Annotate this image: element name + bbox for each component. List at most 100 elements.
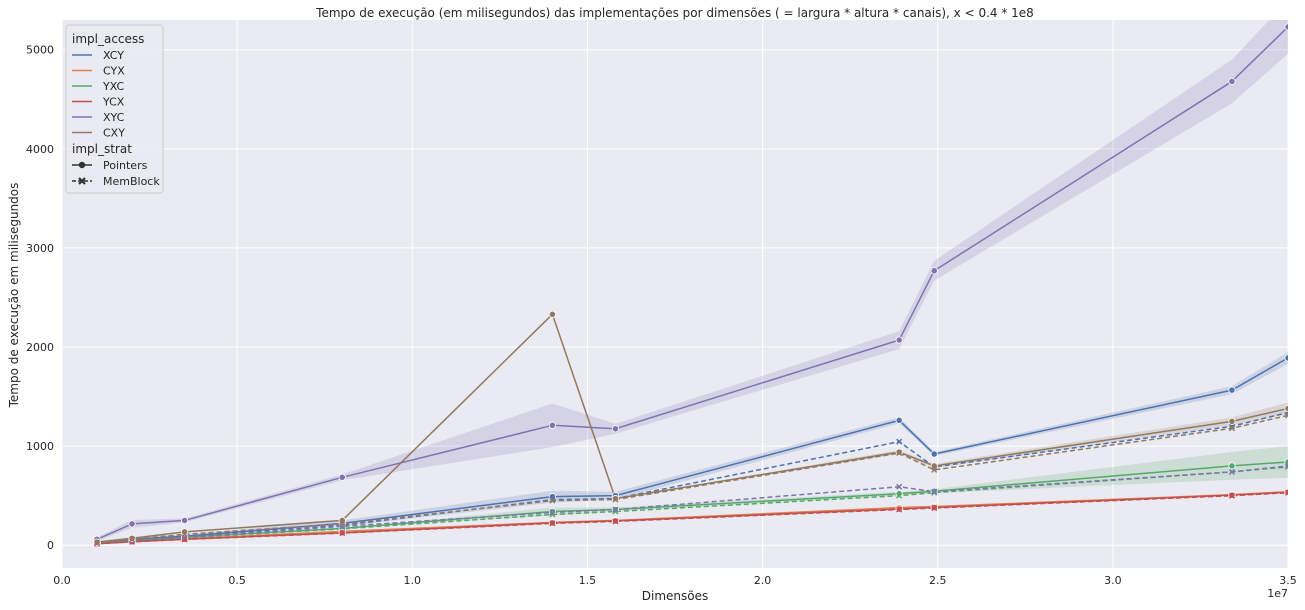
x-offset-label: 1e7 xyxy=(1267,587,1288,600)
marker-cxy-memblock xyxy=(612,496,619,503)
marker-ycx-memblock xyxy=(339,530,346,537)
line-cxy-memblock xyxy=(96,414,1288,544)
marker-ycx-memblock xyxy=(1284,489,1288,496)
marker-xcy-pointers xyxy=(1284,354,1288,362)
series-markers xyxy=(93,23,1288,548)
line-xyc-memblock xyxy=(96,465,1288,544)
line-xcy-memblock xyxy=(96,411,1288,544)
legend-style-label-memblock: MemBlock xyxy=(103,175,160,188)
marker-stroke xyxy=(612,508,619,515)
marker-xyc-memblock xyxy=(549,509,556,516)
y-tick-label: 4000 xyxy=(26,143,54,156)
marker-yxc-pointers xyxy=(1228,462,1236,470)
marker-cxy-pointers xyxy=(548,310,557,318)
marker-stroke xyxy=(549,509,556,516)
marker-stroke xyxy=(1228,468,1235,475)
x-tick-labels: 0.0 0.5 1.0 1.5 2.0 2.5 3.0 3.5 xyxy=(53,574,1297,587)
y-tick-label: 3000 xyxy=(26,242,54,255)
marker-stroke xyxy=(1284,412,1288,417)
line-yxc-pointers xyxy=(96,461,1288,544)
legend-label-yxc: YXC xyxy=(102,80,124,93)
marker-stroke xyxy=(1228,423,1235,430)
marker-xyc-memblock xyxy=(896,483,903,490)
marker-xcy-memblock xyxy=(896,438,903,445)
legend-label-xyc: XYC xyxy=(103,111,125,124)
marker-xyc-pointers xyxy=(181,516,189,525)
marker-ycx-memblock xyxy=(612,518,619,525)
marker-xcy-pointers xyxy=(895,416,903,424)
legend-style-label-pointers: Pointers xyxy=(103,159,148,172)
marker-xyc-pointers xyxy=(930,267,938,275)
marker-stroke xyxy=(339,520,346,527)
marker-cxy-pointers xyxy=(1228,417,1236,425)
marker-cxy-memblock xyxy=(1284,412,1288,419)
y-tick-label: 1000 xyxy=(26,440,54,453)
marker-xyc-pointers xyxy=(895,336,903,344)
marker-stroke xyxy=(93,539,101,546)
marker-stroke xyxy=(612,506,619,513)
marker-ycx-memblock xyxy=(549,520,556,527)
marker-stroke xyxy=(931,466,938,473)
marker-stroke xyxy=(129,536,136,543)
marker-xyc-pointers xyxy=(1284,23,1288,31)
marker-stroke xyxy=(1284,464,1288,469)
legend-style-title: impl_strat xyxy=(72,142,132,156)
marker-ycx-memblock xyxy=(931,505,938,512)
marker-xyc-pointers xyxy=(338,473,346,481)
marker-stroke xyxy=(931,505,938,512)
marker-stroke xyxy=(896,492,903,499)
marker-stroke xyxy=(1284,414,1288,419)
y-axis-label: Tempo de execução em milisegundos xyxy=(7,183,21,409)
line-xcy-pointers xyxy=(96,357,1288,544)
marker-stroke xyxy=(549,511,556,518)
legend-style-marker-memblock xyxy=(78,177,86,185)
legend-style-marker-pointers xyxy=(78,161,86,169)
marker-ycx-memblock xyxy=(1228,492,1235,499)
marker-stroke xyxy=(1284,489,1288,494)
y-tick-labels: 0 1000 2000 3000 4000 5000 xyxy=(26,44,54,552)
y-tick-label: 5000 xyxy=(26,44,54,57)
marker-stroke xyxy=(339,530,346,537)
marker-cxy-memblock xyxy=(181,531,188,538)
legend-label-cyx: CYX xyxy=(103,65,125,78)
marker-yxc-pointers xyxy=(895,490,903,498)
marker-stroke xyxy=(896,483,903,490)
marker-cxy-memblock xyxy=(93,539,101,546)
marker-xyc-pointers xyxy=(548,421,557,429)
marker-xcy-pointers xyxy=(1228,386,1236,394)
marker-cxy-memblock xyxy=(1228,425,1235,432)
line-ycx-memblock xyxy=(96,491,1288,545)
y-tick-label: 0 xyxy=(47,539,54,552)
marker-xcy-pointers xyxy=(930,450,938,458)
x-tick-label: 2.0 xyxy=(754,574,772,587)
marker-stroke xyxy=(1284,462,1288,467)
marker-ycx-memblock xyxy=(896,506,903,513)
x-tick-label: 3.0 xyxy=(1104,574,1122,587)
x-tick-label: 0.5 xyxy=(228,574,246,587)
line-cxy-pointers xyxy=(96,313,1288,543)
series-lines xyxy=(96,26,1288,545)
legend-label-xcy: XCY xyxy=(103,49,124,62)
y-tick-label: 2000 xyxy=(26,341,54,354)
x-tick-label: 0.0 xyxy=(53,574,71,587)
marker-stroke xyxy=(612,496,619,503)
marker-cxy-memblock xyxy=(896,450,903,457)
x-tick-label: 1.5 xyxy=(579,574,597,587)
marker-cxy-memblock xyxy=(129,536,136,543)
marker-yxc-memblock xyxy=(896,492,903,499)
x-tick-label: 2.5 xyxy=(929,574,947,587)
legend-frame xyxy=(65,24,164,194)
marker-stroke xyxy=(896,438,903,445)
marker-stroke xyxy=(1228,492,1235,499)
legend: impl_access XCY CYX YXC YCX XYC CXY impl_strat P… xyxy=(65,24,164,194)
marker-cxy-memblock xyxy=(549,497,556,504)
marker-ycx-memblock xyxy=(181,536,188,543)
marker-stroke xyxy=(549,520,556,527)
marker-xyc-memblock xyxy=(612,506,619,513)
x-tick-label: 3.5 xyxy=(1279,574,1297,587)
marker-xyc-memblock xyxy=(1284,462,1288,469)
plot-background xyxy=(62,20,1288,568)
marker-cxy-memblock xyxy=(339,520,346,527)
marker-xyc-memblock xyxy=(931,488,938,495)
